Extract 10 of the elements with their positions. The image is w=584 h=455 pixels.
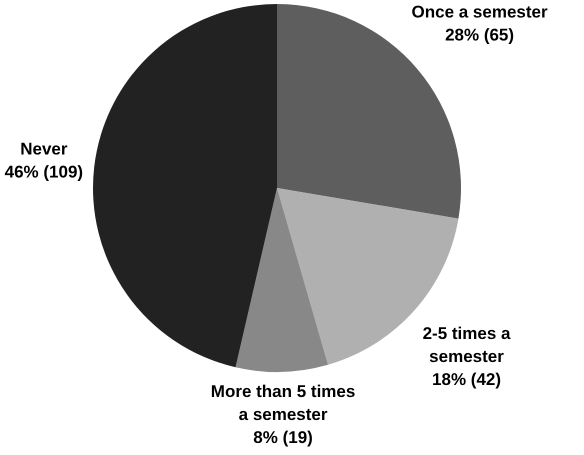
pie-slice [236, 188, 328, 372]
pie-slice [93, 4, 277, 368]
slice-label: 2-5 times a semester [422, 324, 511, 366]
slice-label: Once a semester [412, 2, 548, 22]
slice-label: More than 5 times a semester [210, 382, 356, 424]
data-label: 18% (42) [432, 370, 502, 390]
data-label: 28% (65) [445, 26, 514, 44]
data-label: 8% (19) [253, 428, 313, 447]
slice-label: Never [20, 140, 68, 159]
data-label: 46% (109) [4, 162, 84, 182]
